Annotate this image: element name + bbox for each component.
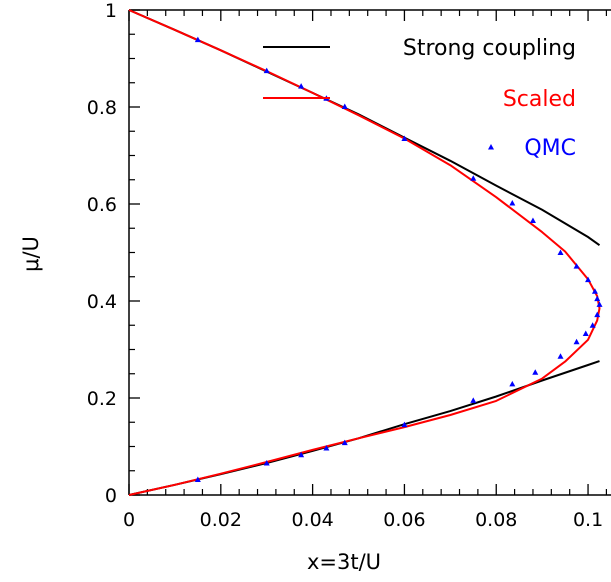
qmc-point: [323, 444, 330, 451]
strong-coupling-lower-line: [128, 360, 600, 496]
qmc-point: [470, 397, 477, 403]
qmc-point: [341, 103, 348, 110]
qmc-point: [557, 249, 564, 255]
qmc-point: [401, 421, 408, 428]
qmc-point: [298, 451, 305, 458]
plot-frame: [128, 9, 611, 496]
qmc-point: [509, 200, 516, 206]
x-tick-label: 0.1: [573, 509, 603, 531]
qmc-point: [532, 369, 539, 375]
legend-label-scaled: Scaled: [503, 87, 576, 112]
y-tick-label: 0.8: [87, 97, 117, 119]
qmc-point: [401, 135, 408, 142]
data-series: [128, 9, 603, 496]
scaled-line: [128, 9, 601, 496]
qmc-point: [194, 476, 201, 482]
qmc-point: [557, 353, 564, 359]
legend-label-strong-coupling: Strong coupling: [403, 36, 576, 61]
qmc-point: [573, 263, 580, 269]
legend: Strong coupling Scaled QMC: [263, 36, 576, 161]
qmc-point: [582, 330, 589, 336]
y-axis-label: μ/U: [19, 236, 43, 272]
qmc-point: [194, 36, 201, 43]
qmc-point: [470, 175, 477, 181]
qmc-point: [585, 276, 592, 283]
qmc-point: [591, 288, 598, 294]
axis-ticks: 0 0.02 0.04 0.06 0.08 0.1 0 0.2 0.4 0.6 0.8 1: [87, 0, 608, 531]
x-tick-label: 0.08: [475, 509, 517, 531]
qmc-point: [509, 380, 516, 387]
qmc-point: [573, 338, 580, 345]
x-tick-label: 0.06: [383, 509, 425, 531]
y-tick-label: 0: [105, 485, 117, 507]
qmc-point: [594, 295, 601, 302]
x-tick-label: 0.02: [200, 509, 242, 531]
y-tick-label: 1: [105, 0, 117, 22]
x-tick-label: 0.04: [291, 509, 333, 531]
y-tick-label: 0.4: [87, 291, 117, 313]
qmc-point: [596, 301, 603, 307]
legend-label-qmc: QMC: [524, 136, 576, 161]
qmc-point: [529, 217, 536, 223]
qmc-point: [263, 67, 270, 74]
x-axis-label: x=3t/U: [307, 550, 381, 574]
qmc-point: [341, 439, 348, 446]
qmc-point: [589, 322, 596, 328]
y-tick-label: 0.6: [87, 194, 117, 216]
qmc-point: [594, 311, 601, 318]
qmc-point: [263, 459, 270, 466]
qmc-point: [298, 83, 305, 89]
legend-swatch-qmc: [488, 144, 494, 150]
y-tick-label: 0.2: [87, 388, 117, 410]
x-tick-label: 0: [123, 509, 135, 531]
